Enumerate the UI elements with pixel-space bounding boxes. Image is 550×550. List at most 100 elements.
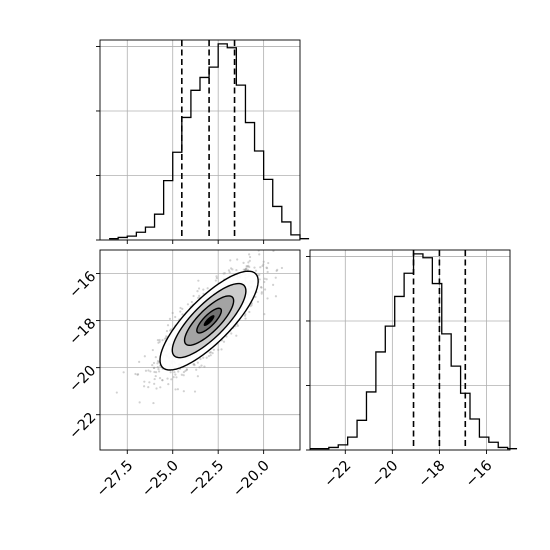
joint-scatter-point [149,370,152,373]
joint-x-tick-label-0: −27.5 [94,458,137,501]
joint-scatter-point [136,373,140,376]
joint-scatter-point [229,259,232,262]
joint-scatter-point [202,288,205,291]
joint-scatter-point [244,268,247,272]
joint-scatter-point [244,317,247,320]
joint-scatter-point [157,368,160,371]
joint-scatter-point [182,374,185,377]
joint-scatter-point [212,348,215,351]
marginal-histogram-y-ticks [306,256,487,454]
joint-scatter-point [153,370,156,374]
joint-scatter-point [246,265,249,268]
joint-scatter-point [275,269,278,272]
joint-scatter-point [248,259,251,262]
joint-scatter-point [217,348,220,351]
joint-scatter-point [209,351,212,354]
joint-scatter-point [274,295,278,298]
joint-contour-line-1 [183,295,235,346]
joint-scatter-contour-panel: −27.5 −25.0 −22.5 −20.0 −16 −18 −20 −22 [66,245,301,501]
joint-scatter-point [190,300,193,304]
joint-scatter-point [230,332,233,335]
joint-scatter-point [196,290,199,293]
joint-scatter-point [228,271,231,274]
joint-scatter-point [265,266,268,269]
joint-scatter-point [203,365,206,368]
joint-scatter-point [267,261,270,265]
joint-scatter-point [229,267,233,270]
marginal-histogram-x-panel [96,39,310,244]
joint-scatter-point [174,315,177,319]
joint-scatter-point [215,275,218,278]
joint-scatter-point [143,385,146,388]
joint-scatter-point [280,266,284,270]
joint-x-tick-label-2: −22.5 [185,458,228,501]
joint-scatter-point [144,369,148,372]
joint-scatter-point [254,269,258,272]
joint-scatter-point [174,388,177,391]
joint-scatter-point [197,296,200,300]
joint-scatter-point [202,356,205,359]
joint-scatter-point [151,363,154,367]
joint-scatter-point [159,386,162,389]
joint-scatter-point [235,334,238,337]
joint-scatter-point [261,264,264,268]
joint-scatter-point [242,268,245,271]
joint-scatter-point [236,324,240,327]
joint-scatter-point [272,250,275,252]
joint-scatter-point [262,260,265,263]
joint-scatter-point [136,373,139,376]
joint-scatter-point [243,268,247,271]
joint-scatter-point [244,313,247,316]
joint-scatter-point [274,276,277,279]
marginal-histogram-x-grid [100,40,300,241]
joint-scatter-point [182,390,185,393]
joint-scatter-point [169,371,172,374]
marginal-histogram-y-panel: −22 −20 −18 −16 [306,249,518,491]
joint-scatter-point [165,335,168,338]
joint-scatter-point [153,366,156,369]
joint-scatter-point [172,376,175,379]
joint-scatter-point [248,255,252,259]
joint-scatter-point [196,361,199,364]
joint-scatter-point [285,245,287,247]
joint-scatter-point [245,265,248,268]
joint-scatter-point [147,386,150,389]
joint-density-peak [203,315,215,327]
joint-density-fill [160,271,259,370]
joint-scatter-point [242,261,245,264]
joint-scatter-point [155,371,158,374]
joint-scatter-point [197,279,200,282]
joint-scatter-point [171,311,174,315]
hy-x-tick-label-2: −18 [416,458,449,491]
joint-scatter-point [152,401,155,405]
joint-scatter-point [186,303,190,306]
joint-scatter-point [134,372,137,376]
joint-scatter-point [265,267,269,270]
joint-scatter-point [223,272,226,275]
joint-scatter-point [161,339,164,342]
joint-scatter-point [231,268,234,271]
joint-scatter-point [169,329,172,332]
joint-scatter-point [179,310,182,313]
joint-scatter-point [222,340,226,343]
joint-scatter-point [143,380,146,383]
joint-scatter-point [143,355,146,358]
joint-scatter-point [115,391,118,394]
joint-y-tick-label-0: −16 [66,269,99,302]
joint-scatter-point [156,362,159,365]
marginal-histogram-y-quantile-lines [412,250,467,450]
joint-scatter-point [198,366,201,369]
joint-scatter-point [180,373,183,376]
joint-scatter-point [152,361,156,365]
joint-scatter-point [192,294,195,298]
joint-scatter-point [245,267,248,270]
joint-scatter-point [263,280,266,284]
marginal-histogram-y-x-tick-labels: −22 −20 −18 −16 [322,458,496,491]
marginal-histogram-x-frame [99,39,301,241]
joint-scatter-point [200,364,203,367]
marginal-histogram-y-frame [309,249,511,451]
joint-scatter-point [198,294,201,297]
joint-scatter-point [193,363,196,366]
joint-ticks [96,273,265,454]
joint-scatter-point [154,374,157,378]
